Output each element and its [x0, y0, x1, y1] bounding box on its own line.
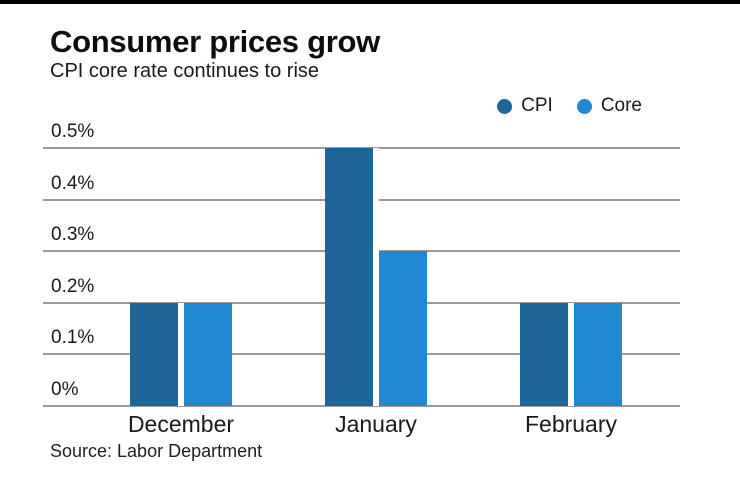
y-tick-label: 0.1% [51, 327, 95, 349]
legend-dot-icon [576, 98, 592, 114]
top-border-rule [0, 0, 740, 4]
gridline [43, 405, 680, 407]
source-note: Source: Labor Department [50, 441, 263, 461]
legend-item-cpi: CPI [497, 95, 553, 117]
legend-label: Core [600, 95, 642, 116]
legend-label: CPI [521, 95, 553, 116]
bar-core-december [184, 303, 232, 406]
y-tick-label: 0.3% [51, 224, 95, 246]
bar-cpi-january [325, 148, 373, 406]
chart-legend: CPI Core [497, 95, 642, 117]
x-axis-label-february: February [524, 411, 618, 437]
y-tick-label: 0.4% [51, 172, 95, 194]
x-axis-label-january: January [335, 411, 417, 437]
bar-cpi-december [130, 303, 178, 406]
plot-area: 0.5% 0.4% 0.3% 0.2% 0.1% 0% [43, 121, 680, 407]
y-tick-label: 0.2% [51, 275, 95, 297]
y-tick-label: 0.5% [51, 121, 95, 142]
bar-cpi-february [520, 303, 568, 406]
bar-core-january [379, 251, 427, 406]
legend-item-core: Core [576, 95, 642, 117]
chart-subtitle: CPI core rate continues to rise [50, 60, 320, 82]
x-axis-label-december: December [127, 411, 235, 437]
bar-core-february [574, 303, 622, 406]
chart-title: Consumer prices grow [50, 24, 380, 59]
legend-dot-icon [497, 98, 513, 114]
y-tick-label: 0% [51, 379, 79, 400]
